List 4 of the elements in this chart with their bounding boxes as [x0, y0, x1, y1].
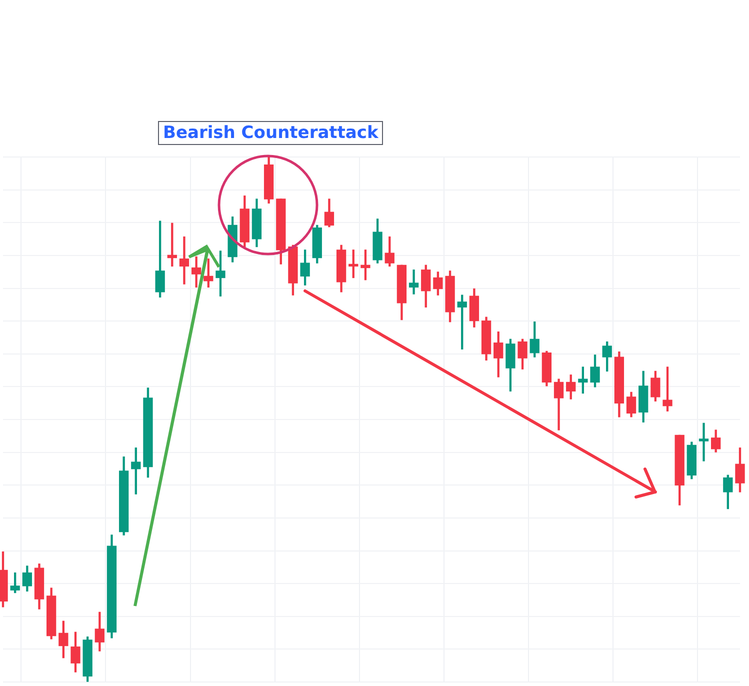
candlestick: [698, 422, 709, 462]
candlestick: [179, 236, 190, 284]
candlestick: [408, 270, 419, 294]
text: Bearish Counterattack: [158, 121, 384, 145]
